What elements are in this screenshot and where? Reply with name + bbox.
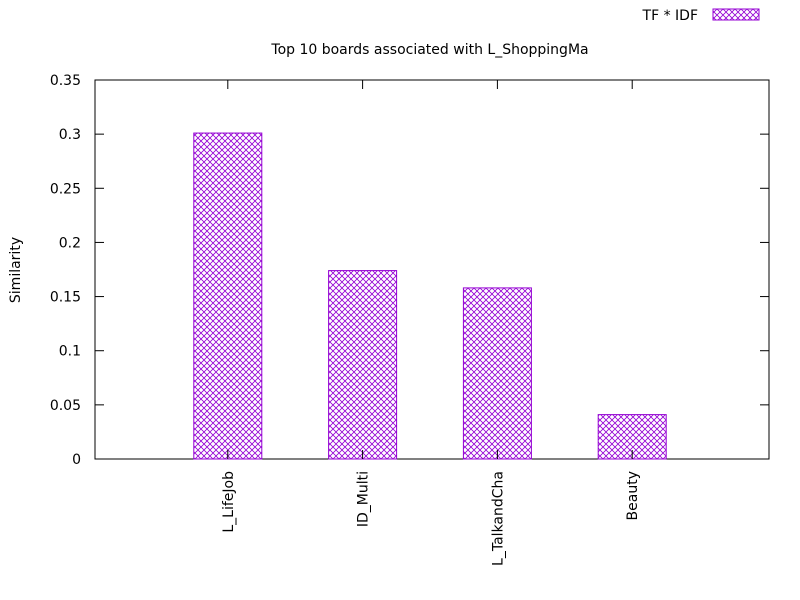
- chart-title: Top 10 boards associated with L_Shopping…: [270, 42, 588, 58]
- x-axis: L_LifeJob ID_Multi L_TalkandCha Beauty: [221, 80, 641, 566]
- y-axis: 0 0.05 0.1 0.15 0.2 0.25 0.3 0.35: [50, 73, 769, 468]
- x-tick-label: Beauty: [625, 471, 641, 520]
- x-tick-label: L_TalkandCha: [490, 471, 506, 566]
- y-tick-label: 0: [72, 452, 81, 468]
- bar-l-lifejob: [193, 132, 263, 460]
- y-tick-label: 0.05: [50, 398, 81, 414]
- x-tick-label: ID_Multi: [356, 471, 372, 527]
- legend-swatch: [712, 8, 760, 21]
- legend: TF * IDF: [642, 8, 760, 24]
- x-tick-label: L_LifeJob: [221, 471, 237, 533]
- y-axis-label: Similarity: [8, 237, 24, 303]
- y-tick-label: 0.1: [59, 344, 81, 360]
- y-tick-label: 0.25: [50, 181, 81, 197]
- bars: [193, 132, 667, 460]
- y-tick-label: 0.15: [50, 290, 81, 306]
- y-tick-label: 0.35: [50, 73, 81, 89]
- y-tick-label: 0.3: [59, 127, 81, 143]
- legend-label: TF * IDF: [642, 8, 698, 24]
- plot-frame: [94, 79, 770, 460]
- y-tick-label: 0.2: [59, 235, 81, 251]
- bar-id-multi: [328, 270, 398, 460]
- bar-l-talkandcha: [462, 287, 532, 460]
